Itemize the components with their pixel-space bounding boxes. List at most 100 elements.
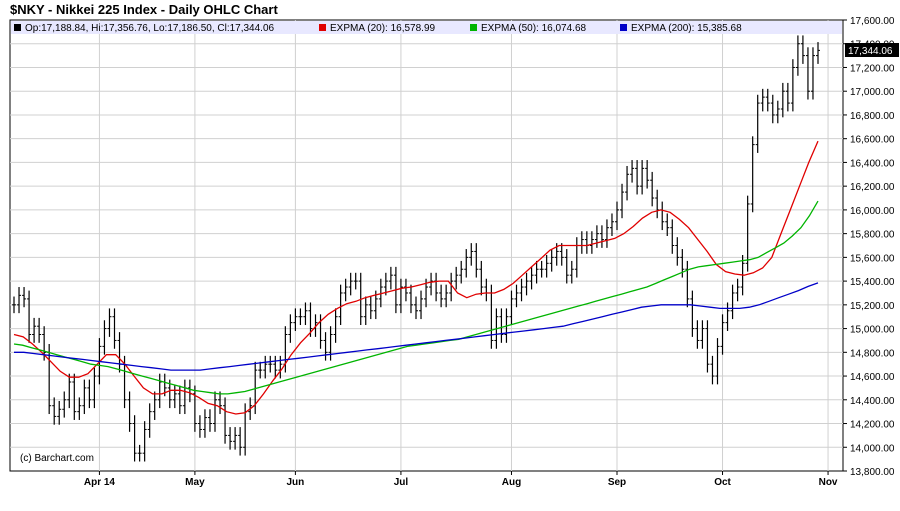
ohlc-bar xyxy=(137,444,142,462)
ohlc-bar xyxy=(705,320,710,373)
ohlc-bar xyxy=(218,391,223,415)
ohlc-bar xyxy=(398,278,403,314)
ohlc-bar xyxy=(770,94,775,124)
ohlc-bar xyxy=(745,195,750,272)
y-tick-label: 15,200.00 xyxy=(850,301,895,312)
ohlc-bar xyxy=(700,320,705,349)
x-tick-label: Sep xyxy=(608,477,626,488)
x-tick-label: Oct xyxy=(714,477,731,488)
ohlc-bar xyxy=(52,397,57,425)
ohlc-bar xyxy=(213,391,217,432)
y-tick-label: 16,600.00 xyxy=(850,135,895,146)
ema200-line xyxy=(14,282,819,371)
ohlc-bar xyxy=(569,260,574,284)
ohlc-bar xyxy=(750,136,755,213)
ohlc-bar xyxy=(167,379,172,409)
ohlc-bar xyxy=(539,260,544,278)
ohlc-bar xyxy=(228,427,233,450)
ohlc-bar xyxy=(383,272,388,296)
ohlc-bar xyxy=(474,243,479,278)
ohlc-bar xyxy=(775,100,780,124)
ohlc-bar xyxy=(519,278,524,302)
ohlc-bar xyxy=(268,355,273,373)
ohlc-bar xyxy=(544,254,549,278)
ohlc-bar xyxy=(172,385,177,409)
ohlc-bar xyxy=(594,225,599,248)
ohlc-bar xyxy=(549,249,554,272)
ohlc-bar xyxy=(429,272,434,296)
ohlc-bar xyxy=(514,284,519,308)
x-tick-label: Jul xyxy=(394,477,409,488)
ohlc-bar xyxy=(640,160,645,195)
y-tick-label: 16,200.00 xyxy=(850,182,895,193)
ohlc-bar xyxy=(273,355,278,379)
ohlc-bar xyxy=(725,302,730,331)
ohlc-bar xyxy=(790,59,795,112)
ohlc-bar xyxy=(348,272,353,296)
y-tick-label: 16,000.00 xyxy=(850,206,895,217)
ohlc-bar xyxy=(690,290,695,337)
x-tick-label: Jun xyxy=(287,477,305,488)
ema-lines xyxy=(13,140,819,415)
ohlc-bar xyxy=(599,225,604,248)
y-tick-label: 13,800.00 xyxy=(850,467,895,478)
y-tick-label: 15,600.00 xyxy=(850,253,895,264)
ohlc-bar xyxy=(685,260,690,308)
ohlc-bar xyxy=(152,391,157,420)
ohlc-bar xyxy=(735,278,740,302)
plot-area xyxy=(9,19,844,472)
legend-swatch-ema200 xyxy=(620,24,627,31)
ohlc-bar xyxy=(378,278,383,308)
ohlc-bar xyxy=(439,284,444,308)
ohlc-bar xyxy=(564,249,569,284)
last-price-box xyxy=(845,43,899,57)
ohlc-bar xyxy=(298,308,303,326)
ohlc-bar xyxy=(454,266,459,290)
legend-swatch-ohlc xyxy=(14,24,21,31)
ohlc-bar xyxy=(810,47,815,100)
ohlc-bar xyxy=(795,35,800,76)
ohlc-bar xyxy=(102,320,107,355)
y-tick-label: 15,400.00 xyxy=(850,277,895,288)
ohlc-bar xyxy=(27,290,32,343)
ohlc-bar xyxy=(459,260,464,284)
x-tick-label: Nov xyxy=(819,477,838,488)
ohlc-bar xyxy=(414,296,418,320)
ohlc-bar xyxy=(816,42,820,64)
ohlc-bar xyxy=(609,213,614,237)
ohlc-bar xyxy=(715,338,720,385)
ohlc-bar xyxy=(419,290,424,320)
ohlc-bar xyxy=(665,213,670,237)
ohlc-bar xyxy=(760,88,765,112)
ohlc-bar xyxy=(780,82,785,118)
ohlc-bar xyxy=(57,400,62,425)
ohlc-bar xyxy=(625,165,630,201)
x-tick-label: Apr 14 xyxy=(84,477,116,488)
ohlc-bar xyxy=(388,266,393,290)
chart-title: $NKY - Nikkei 225 Index - Daily OHLC Cha… xyxy=(10,2,278,17)
ohlc-bar xyxy=(223,397,228,444)
grid xyxy=(10,20,843,471)
ohlc-bars xyxy=(12,35,820,462)
legend-swatch-ema20 xyxy=(319,24,326,31)
ohlc-bar xyxy=(464,249,469,278)
ohlc-bar xyxy=(765,88,770,112)
legend-ohlc: Op:17,188.84, Hi:17,356.76, Lo:17,186.50… xyxy=(25,23,275,34)
ohlc-bar xyxy=(675,237,680,266)
ohlc-bar xyxy=(670,219,675,254)
ohlc-bar xyxy=(695,320,700,349)
ohlc-bar xyxy=(202,409,207,438)
legend-ema20: EXPMA (20): 16,578.99 xyxy=(330,23,436,34)
last-price-label: 17,344.06 xyxy=(848,46,893,57)
y-tick-label: 15,000.00 xyxy=(850,325,895,336)
ohlc-bar xyxy=(524,272,529,296)
ohlc-bar xyxy=(333,308,338,343)
ohlc-bar xyxy=(258,361,263,379)
y-axis: 17,600.0017,400.0017,200.0017,000.0016,8… xyxy=(843,16,895,478)
y-tick-label: 17,000.00 xyxy=(850,87,895,98)
ohlc-bar xyxy=(620,183,625,219)
ohlc-bar xyxy=(147,403,152,438)
y-tick-label: 17,200.00 xyxy=(850,63,895,74)
ohlc-bar xyxy=(479,260,484,296)
